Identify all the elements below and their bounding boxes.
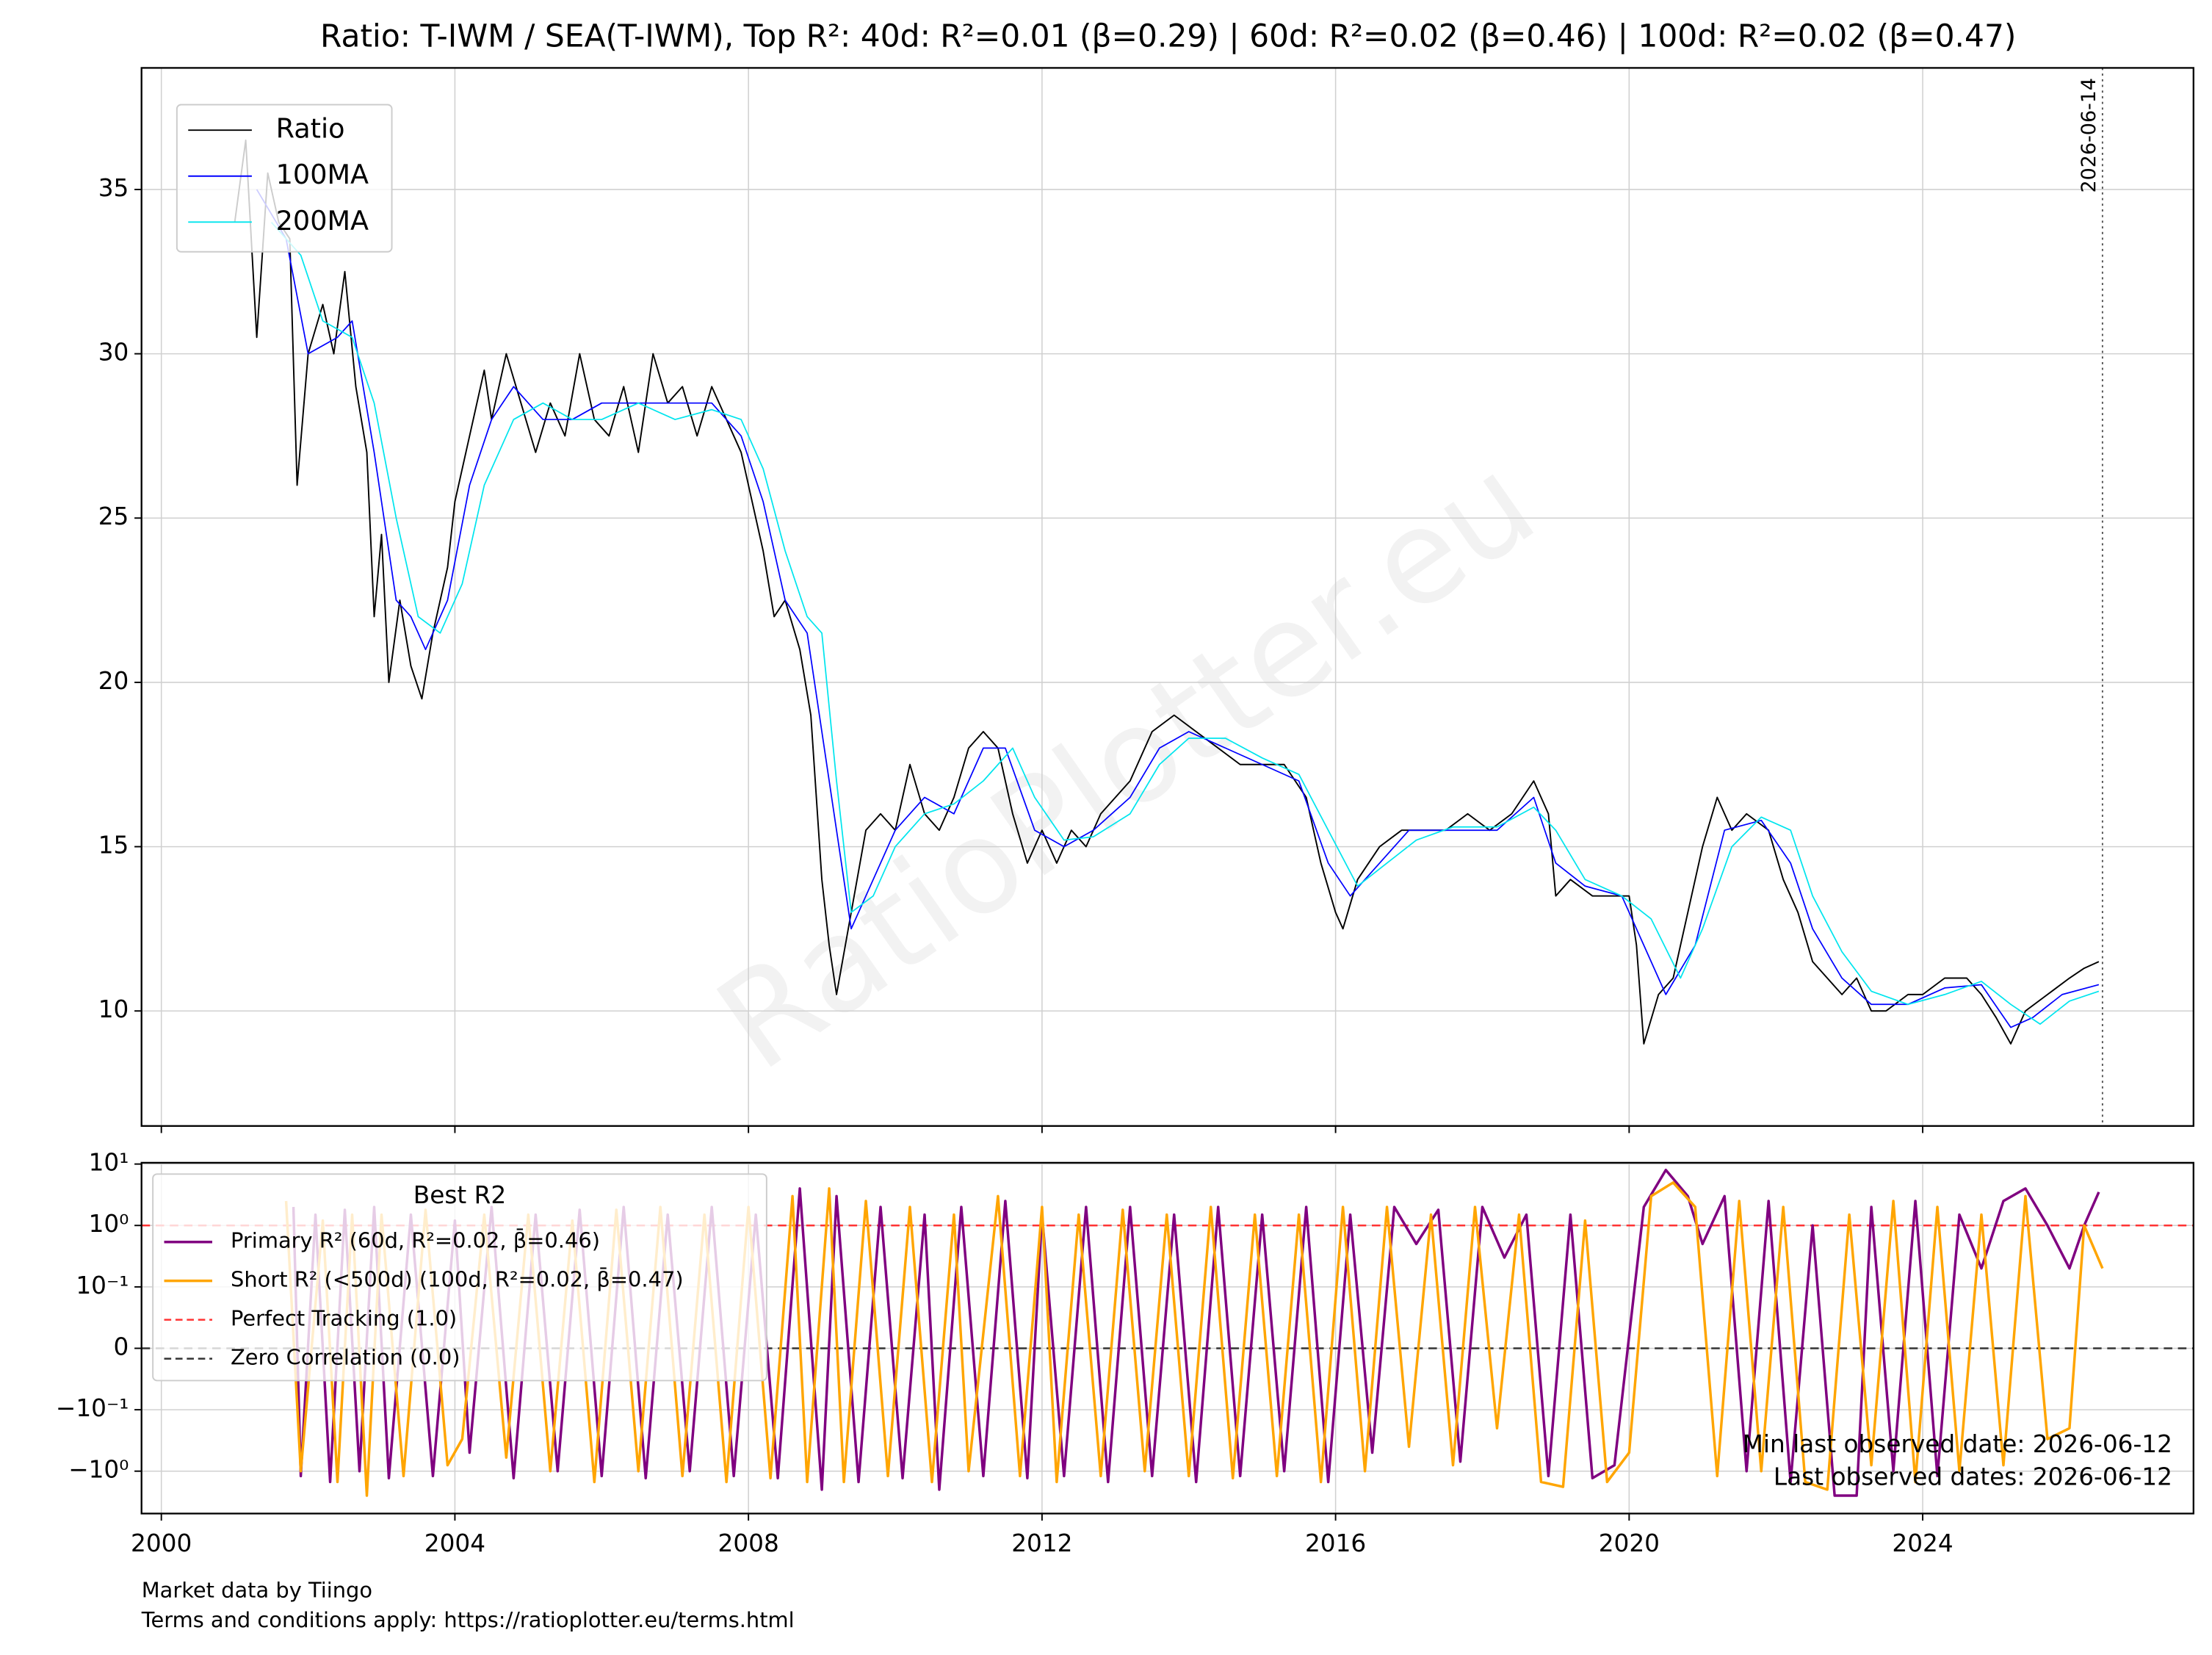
data-line <box>270 222 2100 1025</box>
legend-box <box>176 104 393 253</box>
plot-area: 10 15 20 25 30 35 2026-06-14 Ratio 100MA 200MA <box>98 67 2194 1133</box>
y-tick-label: −10⁻¹ <box>56 1394 129 1422</box>
y-tick-label: 10 <box>98 995 129 1023</box>
y-tick-label: 10⁻¹ <box>76 1272 129 1299</box>
x-tick-label: 2000 <box>131 1529 192 1557</box>
legend-label: Zero Correlation (0.0) <box>231 1345 460 1370</box>
x-tick-label: 2020 <box>1599 1529 1660 1557</box>
event-label: 2026-06-14 <box>2078 78 2100 193</box>
y-tick-label: 0 <box>114 1333 129 1360</box>
legend-label: Primary R² (60d, R²=0.02, β̄=0.46) <box>231 1227 600 1252</box>
footer-line: Terms and conditions apply: https://rati… <box>141 1607 795 1632</box>
axes-frame <box>140 67 2194 1127</box>
data-line <box>284 1181 2104 1497</box>
plot-area: 2000 2004 2008 2012 2016 2020 2024 −10⁰ −10⁻¹ 0 10… <box>56 1149 2194 1557</box>
y-tick-label: 10⁰ <box>89 1210 129 1238</box>
legend-box <box>152 1173 767 1382</box>
y-tick-label: 10¹ <box>89 1149 129 1177</box>
legend-label: Perfect Tracking (1.0) <box>231 1306 457 1331</box>
y-tick-label: 15 <box>98 832 129 859</box>
series-layer <box>234 139 2100 1045</box>
footer-line: Market data by Tiingo <box>142 1577 372 1602</box>
y-tick-label: 25 <box>98 502 129 530</box>
legend-title: Best R2 <box>413 1181 506 1209</box>
x-tick-label: 2008 <box>718 1529 779 1557</box>
legend-label: Short R² (<500d) (100d, R²=0.02, β̄=0.47… <box>231 1266 684 1291</box>
y-tick-label: −10⁰ <box>68 1456 129 1484</box>
annotation: Last observed dates: 2026-06-12 <box>1774 1463 2172 1490</box>
data-line <box>234 139 2100 1045</box>
x-tick-label: 2016 <box>1305 1529 1366 1557</box>
y-tick-label: 35 <box>98 174 129 202</box>
annotation: Min last observed date: 2026-06-12 <box>1743 1430 2172 1458</box>
y-tick-label: 30 <box>98 339 129 367</box>
legend-label: Ratio <box>276 113 345 145</box>
legend-label: 200MA <box>276 205 369 237</box>
x-tick-label: 2012 <box>1011 1529 1072 1557</box>
x-tick-label: 2024 <box>1892 1529 1953 1557</box>
axes-frame <box>140 1161 2194 1515</box>
y-tick-label: 20 <box>98 667 129 695</box>
legend-label: 100MA <box>276 159 369 190</box>
chart-title: Ratio: T-IWM / SEA(T-IWM), Top R²: 40d: … <box>320 18 2016 54</box>
x-tick-label: 2004 <box>424 1529 485 1557</box>
